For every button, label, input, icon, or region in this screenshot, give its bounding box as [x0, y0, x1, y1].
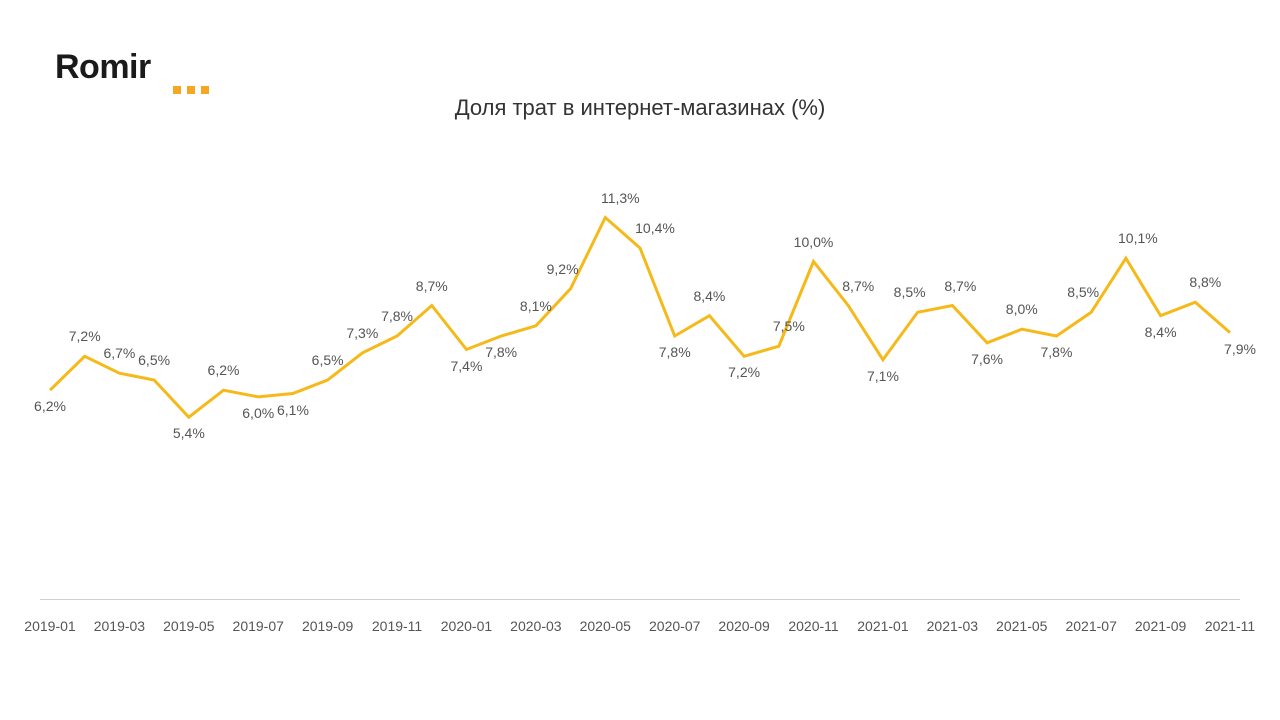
data-label: 7,6%	[971, 351, 1003, 367]
data-label: 9,2%	[547, 261, 579, 277]
plot-area: 6,2%7,2%6,7%6,5%5,4%6,2%6,0%6,1%6,5%7,3%…	[40, 160, 1240, 600]
brand-logo-text: Romir	[55, 48, 151, 86]
data-label: 8,5%	[1067, 284, 1099, 300]
data-label: 8,7%	[416, 278, 448, 294]
chart-title: Доля трат в интернет-магазинах (%)	[0, 95, 1280, 121]
data-label: 6,2%	[34, 398, 66, 414]
x-axis-tick: 2019-01	[24, 618, 75, 634]
data-label: 7,3%	[346, 325, 378, 341]
x-axis-tick: 2021-03	[927, 618, 978, 634]
data-label: 8,8%	[1189, 274, 1221, 290]
data-label: 8,5%	[894, 284, 926, 300]
x-axis-tick: 2021-07	[1065, 618, 1116, 634]
data-label: 8,4%	[1145, 324, 1177, 340]
data-label: 5,4%	[173, 425, 205, 441]
data-label: 10,1%	[1118, 230, 1158, 246]
x-axis-tick: 2020-05	[580, 618, 631, 634]
x-axis-tick: 2020-07	[649, 618, 700, 634]
data-label: 7,8%	[485, 344, 517, 360]
data-label: 8,0%	[1006, 301, 1038, 317]
x-axis-tick: 2020-03	[510, 618, 561, 634]
data-label: 6,0%	[242, 405, 274, 421]
data-label: 7,1%	[867, 368, 899, 384]
x-axis-tick: 2020-09	[718, 618, 769, 634]
chart-canvas: Romir Доля трат в интернет-магазинах (%)…	[0, 0, 1280, 720]
x-axis-tick: 2020-01	[441, 618, 492, 634]
data-label: 10,4%	[635, 220, 675, 236]
x-axis-labels: 2019-012019-032019-052019-072019-092019-…	[40, 618, 1240, 648]
data-label: 11,3%	[601, 190, 640, 206]
data-label: 6,5%	[138, 352, 170, 368]
data-label: 8,1%	[520, 298, 552, 314]
data-label: 7,2%	[69, 328, 101, 344]
data-label: 7,4%	[451, 358, 483, 374]
data-label: 6,2%	[208, 362, 240, 378]
data-label: 6,5%	[312, 352, 344, 368]
data-label: 8,7%	[842, 278, 874, 294]
x-axis-line	[40, 599, 1240, 600]
data-label: 6,1%	[277, 402, 309, 418]
data-label: 8,4%	[693, 288, 725, 304]
x-axis-tick: 2019-07	[233, 618, 284, 634]
data-label: 7,8%	[1041, 344, 1073, 360]
x-axis-tick: 2020-11	[788, 618, 838, 634]
data-label: 7,5%	[773, 318, 805, 334]
data-label: 7,8%	[659, 344, 691, 360]
x-axis-tick: 2021-01	[857, 618, 908, 634]
brand-logo-dots-icon	[173, 86, 209, 94]
x-axis-tick: 2019-09	[302, 618, 353, 634]
data-label: 7,2%	[728, 364, 760, 380]
data-label: 8,7%	[944, 278, 976, 294]
data-label: 7,9%	[1224, 341, 1256, 357]
data-label: 7,8%	[381, 308, 413, 324]
x-axis-tick: 2021-05	[996, 618, 1047, 634]
x-axis-tick: 2019-11	[372, 618, 422, 634]
x-axis-tick: 2021-09	[1135, 618, 1186, 634]
x-axis-tick: 2021-11	[1205, 618, 1255, 634]
data-label: 6,7%	[103, 345, 135, 361]
x-axis-tick: 2019-05	[163, 618, 214, 634]
x-axis-tick: 2019-03	[94, 618, 145, 634]
brand-logo: Romir	[55, 48, 151, 87]
data-label: 10,0%	[794, 234, 834, 250]
